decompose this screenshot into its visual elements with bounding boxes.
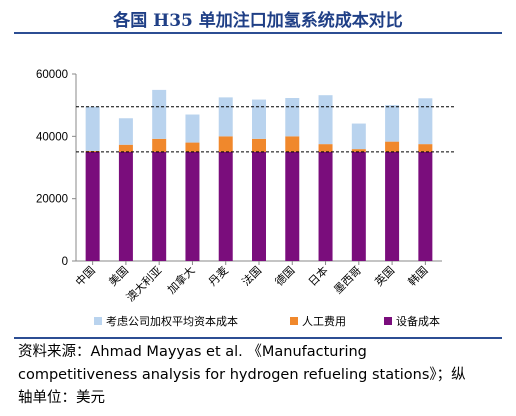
chart-title: 各国 H35 单加注口加氢系统成本对比 [113, 11, 403, 31]
y-tick-label: 20000 [36, 194, 68, 206]
bar-segment [85, 106, 100, 151]
x-category-label: 澳大利亚 [123, 263, 164, 304]
x-category-label: 中国 [73, 264, 98, 289]
bar-segment [218, 151, 233, 261]
bar-segment [252, 138, 266, 152]
bar-segment [118, 118, 133, 145]
bar-segment [252, 151, 266, 261]
x-category-label: 韩国 [405, 263, 430, 288]
legend-swatch [94, 317, 102, 325]
bar-segment [218, 97, 233, 137]
y-tick-label: 0 [62, 256, 68, 268]
bar-segment [118, 151, 133, 261]
legend-swatch [384, 317, 392, 325]
bar-segment [385, 151, 400, 261]
bar-segment [318, 95, 333, 145]
bar-segment [185, 114, 200, 143]
bar-segment [185, 142, 200, 152]
legend-label: 设备成本 [396, 314, 440, 328]
bar-segment [285, 151, 300, 261]
legend-label: 人工费用 [302, 315, 346, 328]
x-category-label: 加拿大 [164, 263, 197, 296]
bar-segment [118, 144, 133, 152]
bar-segment [152, 138, 167, 152]
source-line-3: 轴单位：美元 [18, 390, 105, 406]
bar-segment [252, 99, 266, 139]
bar-segment [152, 89, 167, 139]
x-category-label: 丹麦 [206, 264, 231, 289]
bar-segment [285, 136, 300, 152]
y-tick-label: 60000 [36, 69, 68, 81]
x-category-label: 日本 [305, 263, 330, 288]
bar-segment [185, 151, 200, 261]
legend-swatch [290, 317, 298, 325]
source-rule [14, 337, 502, 339]
bar-segment [85, 151, 100, 261]
source-note: 资料来源：Ahmad Mayyas et al. 《Manufacturing … [18, 341, 508, 410]
bar-segment [318, 144, 333, 152]
bar-segment [351, 123, 366, 150]
bar-segment [152, 151, 167, 261]
title-rule [14, 32, 502, 34]
y-tick-label: 40000 [36, 131, 68, 143]
x-category-label: 美国 [106, 264, 131, 289]
bar-segment [385, 105, 400, 142]
x-category-label: 英国 [372, 263, 397, 288]
bar-segment [418, 144, 433, 152]
source-line-1: 资料来源：Ahmad Mayyas et al. 《Manufacturing [18, 344, 367, 360]
bar-segment [351, 151, 366, 261]
bar-segment [385, 141, 400, 152]
x-category-label: 法国 [239, 263, 264, 288]
bar-segment [351, 149, 366, 152]
x-category-label: 墨西哥 [331, 264, 364, 297]
bar-segment [418, 151, 433, 261]
legend-label: 考虑公司加权平均资本成本 [106, 314, 238, 328]
bar-segment [418, 98, 433, 145]
source-line-2: competitiveness analysis for hydrogen re… [18, 367, 466, 383]
bar-segment [218, 136, 233, 152]
x-category-label: 德国 [272, 263, 297, 288]
bar-segment [318, 151, 333, 261]
bar-segment [285, 97, 300, 137]
